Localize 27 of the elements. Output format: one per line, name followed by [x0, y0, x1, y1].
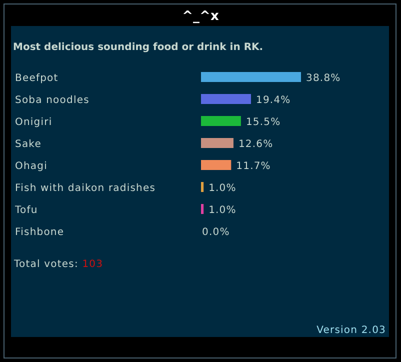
data-label: 11.7%	[236, 161, 271, 172]
bar	[201, 138, 234, 148]
data-label: 15.5%	[246, 117, 281, 128]
y-tick-label: Tofu	[14, 205, 38, 216]
text: Total votes: 103	[13, 259, 104, 270]
y-tick-label: Beefpot	[15, 73, 58, 84]
bar	[201, 116, 241, 126]
bar	[201, 72, 301, 82]
bar	[201, 182, 204, 192]
y-tick-label: Onigiri	[15, 117, 52, 128]
y-tick-label: Ohagi	[15, 161, 48, 172]
text: Version 2.03	[316, 325, 386, 336]
text: ^_^x	[182, 9, 220, 24]
bar	[201, 204, 204, 214]
data-label: 0.0%	[202, 227, 230, 238]
chart-title: Most delicious sounding food or drink in RK.	[13, 42, 264, 53]
bar	[201, 160, 232, 170]
y-tick-label: Sake	[15, 139, 42, 150]
data-label: 1.0%	[208, 183, 236, 194]
y-tick-label: Soba noodles	[15, 95, 90, 106]
data-label: 19.4%	[256, 95, 291, 106]
y-tick-label: Fish with daikon radishes	[15, 183, 156, 194]
data-label: 38.8%	[306, 73, 341, 84]
y-tick-label: Fishbone	[15, 227, 64, 238]
bar	[201, 94, 251, 104]
data-label: 1.0%	[208, 205, 236, 216]
data-label: 12.6%	[238, 139, 274, 150]
